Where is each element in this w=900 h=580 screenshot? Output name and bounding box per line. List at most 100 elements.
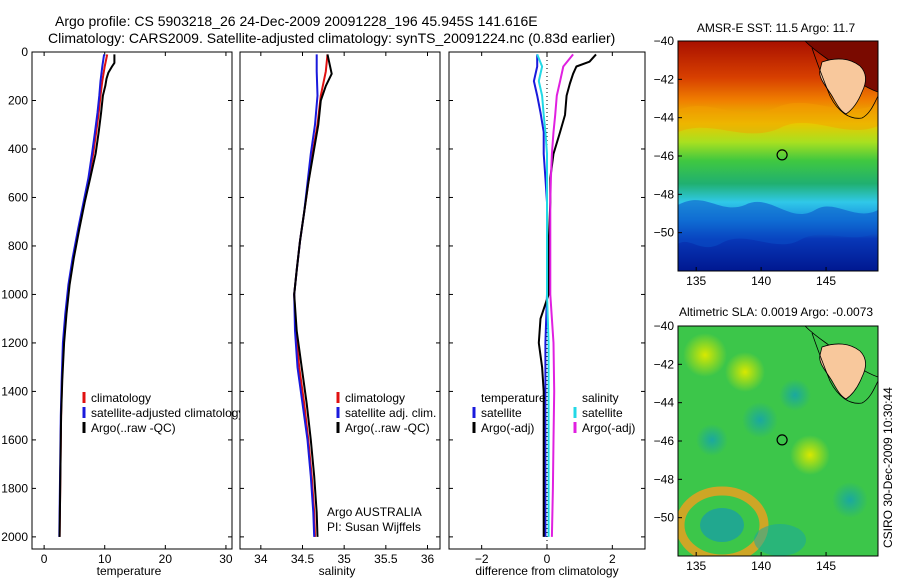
legend-label: Argo(-adj) <box>481 421 534 435</box>
depth-axis-ticks: 0 200 400 600 800 1000 1200 1400 1600 1800 2000 <box>1 45 232 544</box>
sla-eddy-ring <box>678 486 769 556</box>
difference-xlabel: difference from climatology <box>475 564 618 578</box>
salinity-axis-ticks: 34 34.5 35 35.5 36 <box>254 52 434 566</box>
depth-tick-label: 1800 <box>1 481 28 495</box>
sla-eddy <box>683 333 727 377</box>
shelf-contour <box>811 47 878 119</box>
legend-label: satellite <box>481 406 522 420</box>
longitude-axis-ticks: 135 140 145 <box>686 552 836 573</box>
temperature-lines <box>58 54 116 537</box>
difference-lines <box>532 53 597 537</box>
depth-tick-label: 2000 <box>1 530 28 544</box>
difference-legend: temperature satellite Argo(-adj) salinit… <box>472 391 635 435</box>
depth-tick-label: 1600 <box>1 433 28 447</box>
legend-label: climatology <box>345 391 405 405</box>
depth-axis-ticks <box>449 51 645 538</box>
x-tick-label: 0 <box>544 552 551 566</box>
lat-tick-label: −46 <box>654 434 675 448</box>
legend-label: satellite-adjusted climatology <box>91 406 244 420</box>
legend-title-salinity: salinity <box>582 391 619 405</box>
tasmania-landmass <box>819 58 866 115</box>
lon-tick-label: 135 <box>686 274 706 288</box>
lat-tick-label: −40 <box>654 34 675 48</box>
argo-float-marker <box>776 434 788 446</box>
sst-cold-filament <box>678 200 878 248</box>
lon-tick-label: 140 <box>751 559 771 573</box>
lon-tick-label: 145 <box>816 559 836 573</box>
shelf-contour <box>811 332 878 404</box>
argo-float-marker <box>776 149 788 161</box>
depth-tick-label: 200 <box>8 93 28 107</box>
x-tick-label: 20 <box>159 552 173 566</box>
sla-eddy <box>696 424 728 456</box>
legend-label: Argo(-adj) <box>582 421 635 435</box>
lat-tick-label: −50 <box>654 226 675 240</box>
series-line <box>549 53 574 537</box>
lat-tick-label: −48 <box>654 187 675 201</box>
tasmania-landmass <box>819 343 866 400</box>
longitude-axis-ticks: 135 140 145 <box>686 267 836 288</box>
x-tick-label: 36 <box>421 552 435 566</box>
legend-label: Argo(..raw -QC) <box>345 421 430 435</box>
lat-tick-label: −48 <box>654 472 675 486</box>
depth-tick-label: 0 <box>21 45 28 59</box>
difference-axis-ticks: −2 0 2 <box>475 52 616 566</box>
argo-pi-note: PI: Susan Wijffels <box>327 520 421 534</box>
salinity-panel: 34 34.5 35 35.5 36 salinity climatology sate… <box>239 51 441 578</box>
legend-title-temperature: temperature <box>481 391 546 405</box>
legend-label: Argo(..raw -QC) <box>91 421 176 435</box>
legend-label: satellite <box>582 406 623 420</box>
depth-tick-label: 600 <box>8 190 28 204</box>
x-tick-label: 35 <box>337 552 351 566</box>
lat-tick-label: −42 <box>654 72 675 86</box>
depth-tick-label: 800 <box>8 239 28 253</box>
temperature-legend: climatology satellite-adjusted climatolo… <box>82 391 244 435</box>
lon-tick-label: 140 <box>751 274 771 288</box>
x-tick-label: 34 <box>254 552 268 566</box>
depth-tick-label: 1400 <box>1 384 28 398</box>
salinity-legend: climatology satellite adj. clim. Argo(..… <box>336 391 436 435</box>
x-tick-label: 30 <box>219 552 233 566</box>
figure-title-line2: Climatology: CARS2009. Satellite-adjuste… <box>48 30 615 46</box>
lat-tick-label: −46 <box>654 149 675 163</box>
figure-title-line1: Argo profile: CS 5903218_26 24-Dec-2009 … <box>55 13 538 29</box>
argo-program-note: Argo AUSTRALIA <box>327 505 422 519</box>
lat-tick-label: −44 <box>654 111 675 125</box>
temperature-axis-ticks: 0 10 20 30 <box>41 52 233 566</box>
sla-map-panel: Altimetric SLA: 0.0019 Argo: -0.0073 −40… <box>654 305 879 573</box>
lat-tick-label: −44 <box>654 396 675 410</box>
sla-map-title: Altimetric SLA: 0.0019 Argo: -0.0073 <box>679 305 873 319</box>
salinity-plot-frame <box>239 51 441 550</box>
legend-label: satellite adj. clim. <box>345 406 436 420</box>
depth-tick-label: 400 <box>8 142 28 156</box>
sla-eddy <box>790 435 830 475</box>
x-tick-label: −2 <box>475 552 489 566</box>
sst-map-title: AMSR-E SST: 11.5 Argo: 11.7 <box>697 21 856 35</box>
x-tick-label: 35.5 <box>374 552 398 566</box>
x-tick-label: 2 <box>609 552 616 566</box>
temperature-panel: 0 200 400 600 800 1000 1200 1400 1600 1800 2000 0 1… <box>1 45 244 578</box>
x-tick-label: 34.5 <box>291 552 315 566</box>
latitude-axis-ticks: −40 −42 −44 −46 −48 −50 <box>654 34 682 240</box>
x-tick-label: 10 <box>98 552 112 566</box>
lat-tick-label: −42 <box>654 357 675 371</box>
x-tick-label: 0 <box>41 552 48 566</box>
depth-tick-label: 1000 <box>1 287 28 301</box>
temperature-xlabel: temperature <box>97 564 162 578</box>
series-line <box>58 54 116 537</box>
sla-eddy-core <box>700 508 744 542</box>
lat-tick-label: −40 <box>654 319 675 333</box>
depth-axis-ticks <box>240 51 440 538</box>
sla-eddy <box>754 524 806 556</box>
difference-panel: −2 0 2 difference from climatology tempera… <box>448 51 646 578</box>
series-line <box>536 54 550 537</box>
series-line <box>293 54 333 537</box>
lon-tick-label: 145 <box>816 274 836 288</box>
salinity-xlabel: salinity <box>319 564 356 578</box>
sla-eddy <box>725 352 765 392</box>
sla-eddy <box>832 482 868 518</box>
lon-tick-label: 135 <box>686 559 706 573</box>
sla-eddy <box>742 402 778 438</box>
sla-eddy <box>779 379 811 411</box>
